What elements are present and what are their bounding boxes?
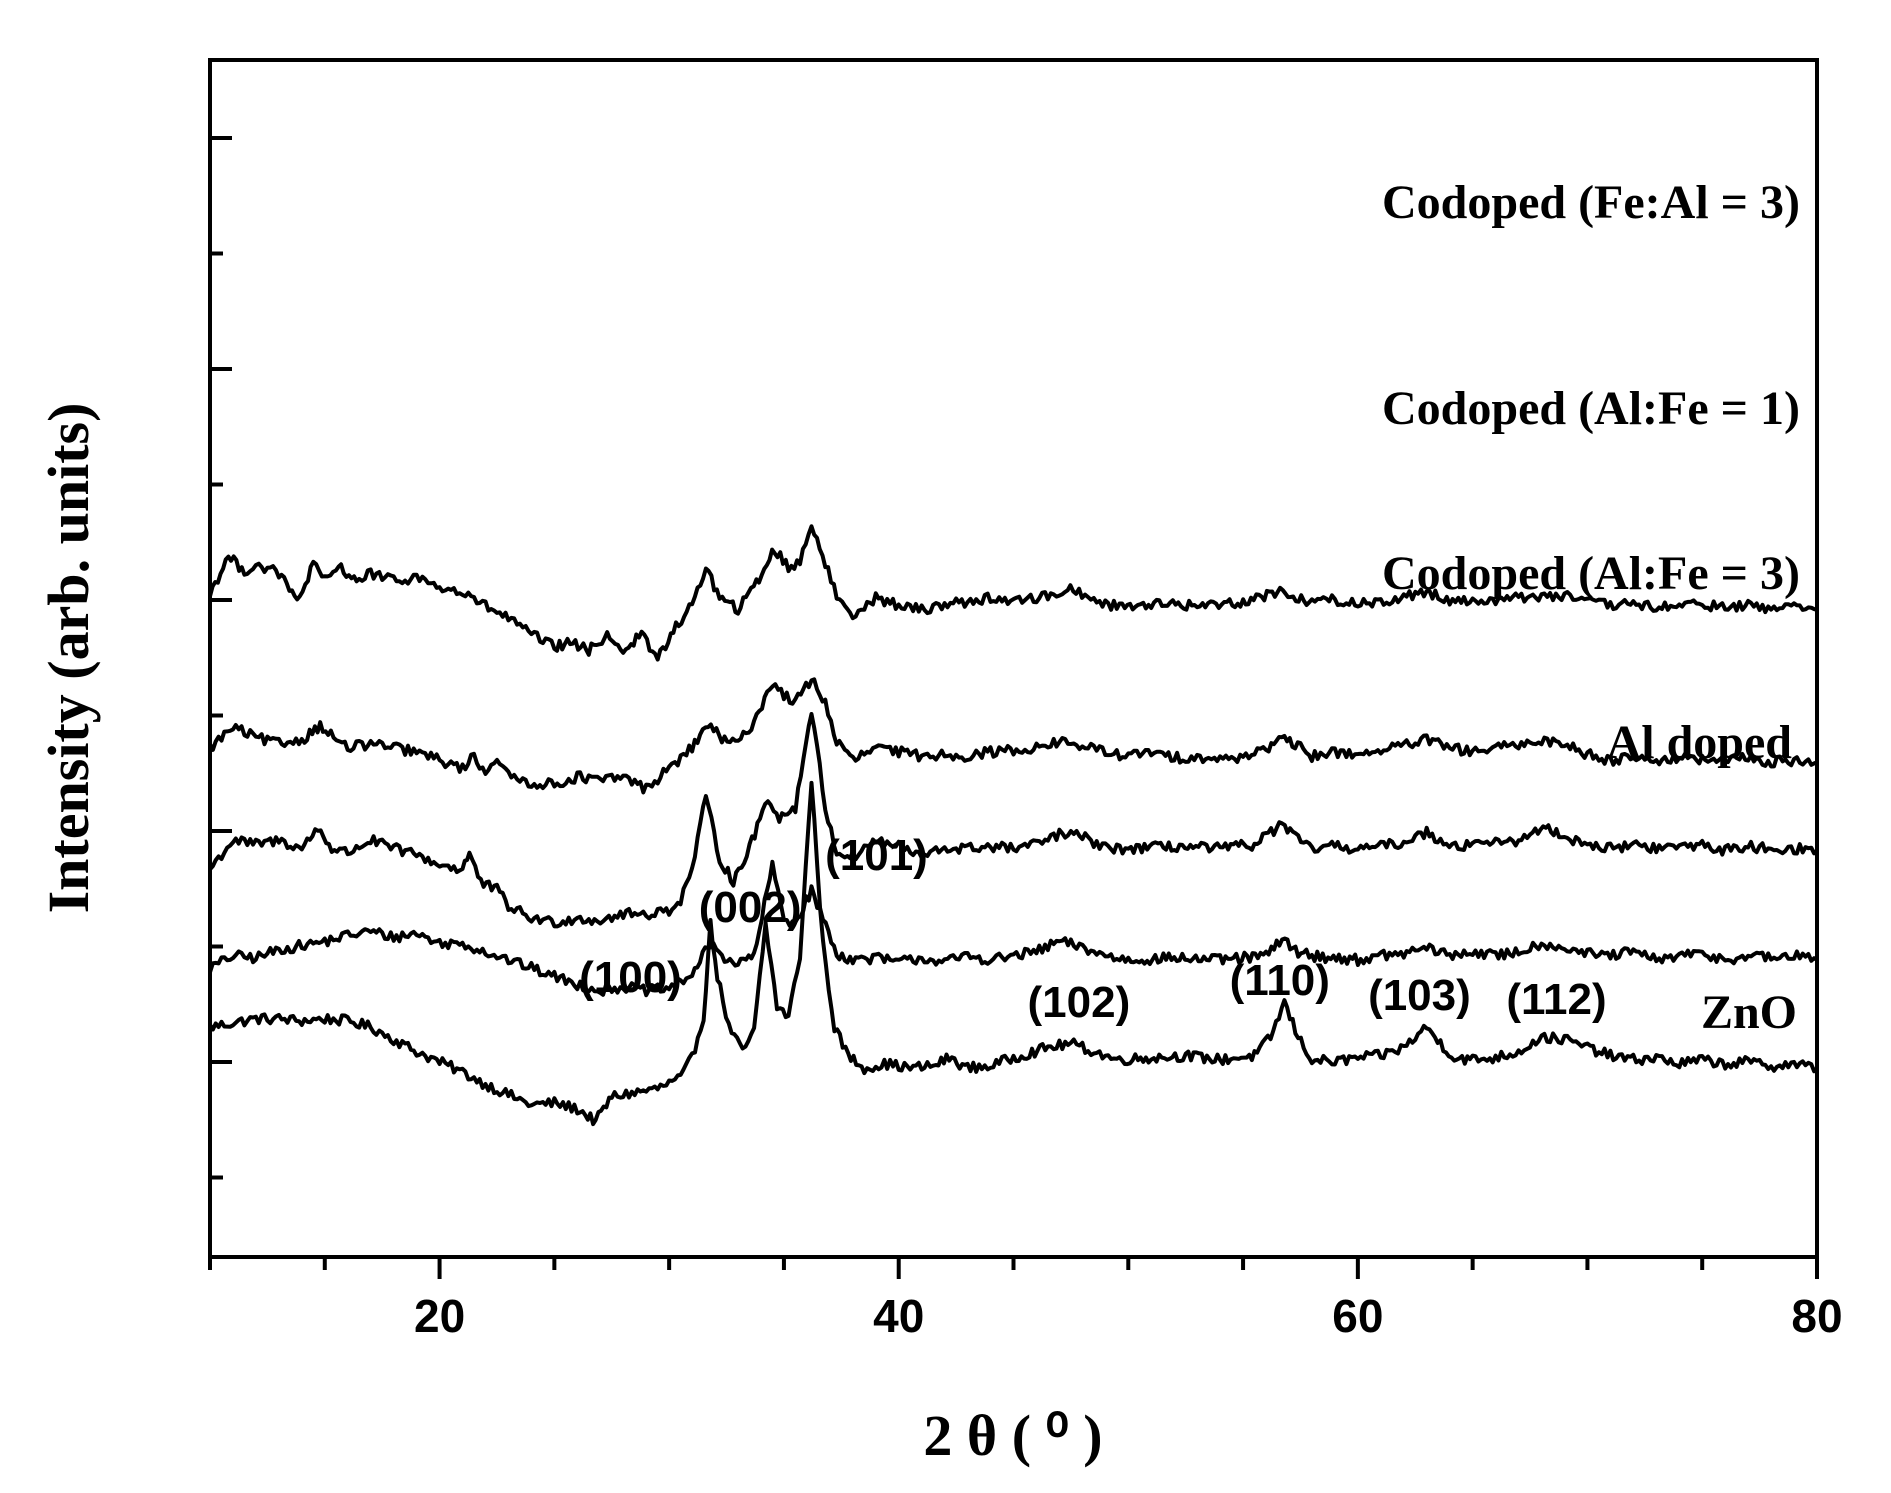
series-layer <box>208 524 1819 1127</box>
peak-label-110: (110) <box>1230 956 1330 1005</box>
series-label-al-doped: Al doped <box>1607 716 1793 769</box>
series-line-al-doped <box>208 859 1819 998</box>
peak-label-103: (103) <box>1368 971 1471 1020</box>
series-label-codoped-al-fe-3: Codoped (Al:Fe = 3) <box>1382 547 1800 600</box>
series-label-codoped-fe-al-3: Codoped (Fe:Al = 3) <box>1382 176 1800 229</box>
x-axis-title: 2 θ ( ⁰ ) <box>923 1403 1102 1468</box>
x-tick-label: 40 <box>873 1290 924 1342</box>
series-label-codoped-al-fe-1: Codoped (Al:Fe = 1) <box>1382 382 1800 435</box>
series-labels: Codoped (Fe:Al = 3) Codoped (Al:Fe = 1) Co… <box>1382 176 1800 1039</box>
peak-label-112: (112) <box>1506 975 1606 1024</box>
plot-frame <box>208 58 1819 1259</box>
series-line-codoped-fe-al-3 <box>208 524 1818 662</box>
y-axis-title: Intensity (arb. units) <box>36 403 101 914</box>
x-axis-ticks: 20 40 60 80 <box>208 1257 1843 1342</box>
x-tick-label: 60 <box>1332 1290 1383 1342</box>
series-line-zno <box>208 780 1819 1127</box>
x-tick-label: 80 <box>1791 1290 1842 1342</box>
peak-label-002: (002) <box>699 883 802 932</box>
peak-label-101: (101) <box>825 831 928 880</box>
peak-labels: (100) (002) (101) (102) (110) (103) (112) <box>579 831 1607 1027</box>
series-label-zno: ZnO <box>1701 986 1797 1039</box>
series-line-codoped-al-fe-3 <box>208 712 1819 929</box>
peak-label-102: (102) <box>1028 978 1131 1027</box>
y-axis-ticks <box>210 136 232 1180</box>
x-tick-label: 20 <box>414 1290 465 1342</box>
series-line-codoped-al-fe-1 <box>208 677 1818 795</box>
peak-label-100: (100) <box>579 953 682 1002</box>
